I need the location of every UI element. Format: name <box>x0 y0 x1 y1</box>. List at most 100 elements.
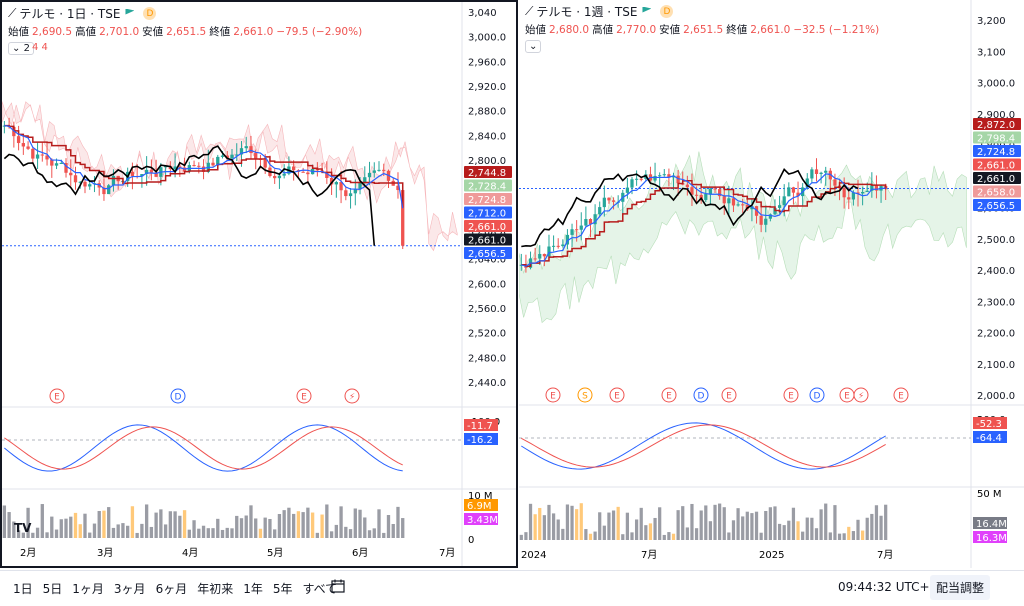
time-axis-tick: 2025 <box>759 550 784 561</box>
left-chart-pane[interactable]: 3,040 3,000.0 2,960.0 2,920.0 2,880.0 2,840.0… <box>0 0 518 568</box>
volume-bar <box>45 532 49 538</box>
candle-body <box>211 162 215 166</box>
event-marker[interactable] <box>893 387 909 403</box>
price-axis-tick: 3,040 <box>468 8 497 19</box>
timeframe-button-7[interactable]: 5年 <box>272 582 293 596</box>
volume-bar <box>163 524 168 538</box>
volume-bar <box>879 515 883 540</box>
calendar-icon[interactable] <box>330 578 346 594</box>
price-tag: 2,661.0 <box>468 236 506 247</box>
candle-body <box>149 169 154 173</box>
volume-bar <box>690 503 694 540</box>
left-collapse-label: 2 <box>23 43 30 54</box>
timeframe-button-3[interactable]: 3ヶ月 <box>113 582 146 596</box>
volume-bar <box>718 503 722 540</box>
candle-body <box>731 198 736 206</box>
volume-bar <box>144 504 149 538</box>
timeframe-button-6[interactable]: 1年 <box>243 582 263 596</box>
volume-bar <box>722 507 726 540</box>
dividend-adjust-button[interactable]: 配当調整 <box>930 575 991 600</box>
timeframe-button-2[interactable]: 1ヶ月 <box>72 582 104 596</box>
candle-body <box>339 182 343 191</box>
price-axis-tick: 2,920.0 <box>468 82 506 93</box>
candle-body <box>140 174 144 177</box>
candle-body <box>662 174 666 176</box>
volume-bar <box>59 519 63 538</box>
volume-bar <box>277 514 282 538</box>
price-tag-bg <box>464 247 512 259</box>
volume-bar <box>315 532 320 538</box>
osc-tag: -52.3 <box>976 419 1002 430</box>
volume-bar <box>565 504 570 540</box>
right-collapse-button[interactable]: ⌄ <box>525 40 542 53</box>
timeframe-button-1[interactable]: 5日 <box>42 582 63 596</box>
event-marker[interactable] <box>344 388 360 404</box>
volume-bar <box>363 517 367 538</box>
right-symbol-title[interactable]: テルモ · 1週 · TSE <box>536 5 638 19</box>
event-marker[interactable] <box>296 388 312 404</box>
left-d-badge[interactable]: D <box>143 7 157 20</box>
volume-bar <box>353 508 357 538</box>
time-axis-tick: 2月 <box>20 547 36 559</box>
event-marker[interactable] <box>577 387 593 403</box>
osc-tag-bg <box>464 419 498 431</box>
price-tag-bg <box>973 185 1021 198</box>
event-marker[interactable] <box>545 387 561 403</box>
left-chart-canvas[interactable]: 3,040 3,000.0 2,960.0 2,920.0 2,880.0 2,840.0… <box>2 2 516 566</box>
right-chart-canvas[interactable]: 3,2003,1003,000.02,900.02,800.02,700.02,… <box>519 0 1024 568</box>
volume-bar <box>192 520 196 538</box>
volume-bar <box>621 534 625 540</box>
timeframe-button-5[interactable]: 年初来 <box>197 582 234 596</box>
right-high-value: 2,770.0 <box>616 23 657 36</box>
timeframe-button-4[interactable]: 6ヶ月 <box>155 582 188 596</box>
left-low-value: 2,651.5 <box>166 25 207 38</box>
candle-body <box>777 205 782 208</box>
price-axis-tick: 2,200.0 <box>977 329 1015 340</box>
timeframe-button-8[interactable]: すべて <box>302 582 338 596</box>
candle-body <box>363 177 367 183</box>
clock-timezone[interactable]: 09:44:32 UTC+9 <box>838 580 938 594</box>
candle-body <box>611 200 616 202</box>
candle-body <box>870 185 874 191</box>
osc-tag-bg <box>973 431 1007 443</box>
left-symbol-title[interactable]: テルモ · 1日 · TSE <box>19 7 121 21</box>
volume-bar <box>736 508 740 540</box>
event-marker[interactable] <box>853 387 869 403</box>
left-change-value: −79.5 (−2.90%) <box>276 25 363 38</box>
candle-body <box>722 196 726 204</box>
price-tag-bg <box>464 193 512 205</box>
event-marker[interactable] <box>721 387 737 403</box>
event-marker[interactable] <box>661 387 677 403</box>
vol-tag: 6.9M <box>467 501 492 512</box>
volume-bar <box>625 512 630 540</box>
candle-body <box>824 170 828 173</box>
right-change-value: −32.5 (−1.21%) <box>793 23 880 36</box>
volume-bar <box>83 513 87 538</box>
event-marker[interactable] <box>609 387 625 403</box>
volume-bar <box>870 513 874 540</box>
volume-bar <box>69 516 73 538</box>
volume-bar <box>519 534 523 540</box>
event-marker[interactable] <box>693 387 709 403</box>
event-marker[interactable] <box>783 387 799 403</box>
volume-bar <box>401 518 405 538</box>
candle-body <box>396 185 400 191</box>
volume-bar <box>805 517 809 540</box>
volume-bar <box>201 525 206 538</box>
timeframe-button-0[interactable]: 1日 <box>13 582 33 596</box>
volume-bar <box>824 503 828 540</box>
osc-tag: -64.4 <box>976 433 1002 444</box>
right-open-label: 始値 <box>525 24 546 36</box>
event-marker[interactable] <box>49 388 65 404</box>
left-collapse-button[interactable]: ⌄ 2 <box>8 42 34 55</box>
event-marker[interactable] <box>809 387 825 403</box>
right-chart-pane[interactable]: 3,2003,1003,000.02,900.02,800.02,700.02,… <box>519 0 1024 568</box>
right-d-badge[interactable]: D <box>660 5 674 18</box>
event-marker[interactable] <box>170 388 186 404</box>
candle-body <box>163 166 168 168</box>
volume-bar <box>847 526 851 540</box>
price-tag: 2,661.0 <box>977 161 1015 172</box>
volume-bar <box>149 526 154 538</box>
volume-bar <box>182 510 187 538</box>
candle-body <box>154 172 158 177</box>
